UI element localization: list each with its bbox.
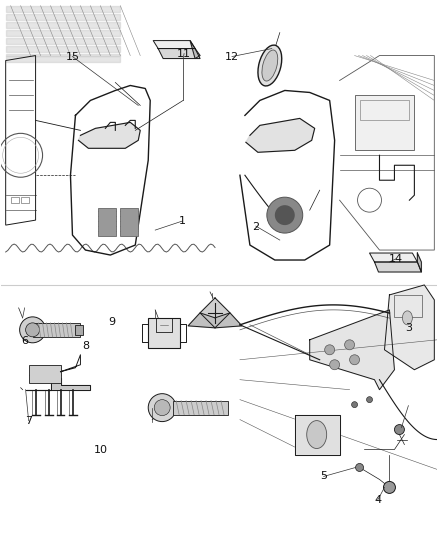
Polygon shape <box>374 262 421 272</box>
Circle shape <box>148 394 176 422</box>
Bar <box>355 95 414 150</box>
Polygon shape <box>215 313 242 328</box>
Text: 5: 5 <box>320 472 327 481</box>
Text: 12: 12 <box>225 52 239 61</box>
Text: 10: 10 <box>94 445 108 455</box>
Text: 9: 9 <box>109 317 116 327</box>
Polygon shape <box>246 118 314 152</box>
Polygon shape <box>6 30 120 36</box>
Polygon shape <box>417 253 421 272</box>
Circle shape <box>325 345 335 355</box>
Circle shape <box>20 317 46 343</box>
Bar <box>148 318 180 348</box>
Bar <box>360 100 410 120</box>
Polygon shape <box>6 6 120 12</box>
Polygon shape <box>310 310 395 390</box>
Polygon shape <box>190 41 200 59</box>
Bar <box>75 325 83 335</box>
Ellipse shape <box>403 311 413 325</box>
Polygon shape <box>78 123 140 148</box>
Circle shape <box>275 205 295 225</box>
Polygon shape <box>188 313 215 328</box>
Polygon shape <box>385 285 434 370</box>
Polygon shape <box>6 55 120 61</box>
Bar <box>173 401 228 415</box>
Circle shape <box>395 425 404 434</box>
Bar <box>21 197 28 203</box>
Polygon shape <box>158 49 200 59</box>
Polygon shape <box>6 38 120 44</box>
Polygon shape <box>6 22 120 28</box>
Polygon shape <box>370 253 417 262</box>
Circle shape <box>154 400 170 416</box>
Circle shape <box>330 360 339 370</box>
Bar <box>395 295 422 317</box>
Polygon shape <box>6 14 120 20</box>
Circle shape <box>350 355 360 365</box>
Circle shape <box>356 464 364 472</box>
Ellipse shape <box>262 50 278 81</box>
Bar <box>11 197 19 203</box>
Polygon shape <box>6 53 120 55</box>
Polygon shape <box>153 41 195 49</box>
Text: 3: 3 <box>406 322 413 333</box>
Text: 8: 8 <box>82 341 89 351</box>
Circle shape <box>352 402 357 408</box>
Bar <box>120 208 138 236</box>
Text: 4: 4 <box>375 495 382 505</box>
Polygon shape <box>295 415 339 455</box>
Ellipse shape <box>307 421 327 449</box>
Bar <box>99 208 117 236</box>
Polygon shape <box>6 46 120 52</box>
Circle shape <box>267 197 303 233</box>
Polygon shape <box>200 298 230 328</box>
Bar <box>28 365 60 383</box>
Circle shape <box>367 397 372 402</box>
Text: 14: 14 <box>389 254 403 263</box>
Text: 15: 15 <box>66 52 80 61</box>
Polygon shape <box>25 378 90 390</box>
Circle shape <box>384 481 396 494</box>
Text: 11: 11 <box>177 49 191 59</box>
Text: 1: 1 <box>178 216 185 227</box>
Circle shape <box>25 323 39 337</box>
Text: 7: 7 <box>25 416 33 426</box>
Text: 2: 2 <box>253 222 260 232</box>
Ellipse shape <box>258 45 282 86</box>
Bar <box>32 323 81 337</box>
Circle shape <box>345 340 355 350</box>
Text: 6: 6 <box>21 336 28 346</box>
